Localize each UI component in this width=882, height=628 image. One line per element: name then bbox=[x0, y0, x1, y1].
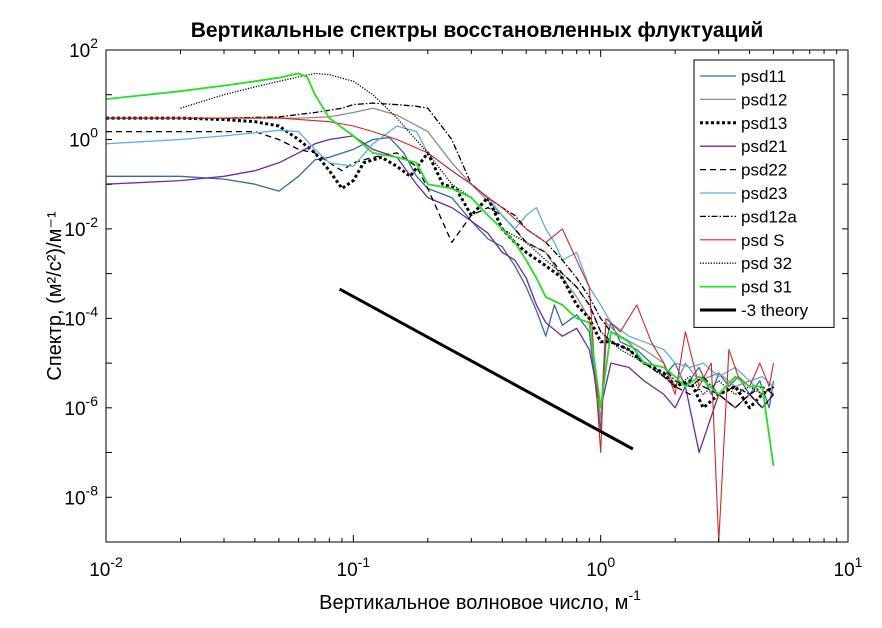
legend-label: psd23 bbox=[741, 184, 787, 203]
legend-label: psd 31 bbox=[741, 278, 792, 297]
legend-label: psd11 bbox=[741, 67, 786, 86]
y-tick-label: 10-2 bbox=[64, 214, 98, 241]
plot-frame bbox=[105, 49, 849, 543]
y-tick-label: 102 bbox=[69, 35, 98, 62]
series-line-psd-31 bbox=[105, 72, 775, 467]
x-axis-label: Вертикальное волновое число, м-1 bbox=[319, 587, 641, 614]
x-tick-label: 10-1 bbox=[337, 554, 371, 581]
y-tick-label: 10-6 bbox=[64, 393, 98, 420]
x-axis-label-exponent: -1 bbox=[628, 587, 641, 603]
legend-label: psd12a bbox=[741, 207, 797, 226]
legend-label: -3 theory bbox=[741, 301, 809, 320]
series-line-psd22 bbox=[106, 130, 774, 409]
legend-label: psd12 bbox=[741, 90, 787, 109]
legend-label: psd S bbox=[741, 231, 784, 250]
x-tick-label: 100 bbox=[586, 554, 615, 581]
legend-label: psd21 bbox=[741, 137, 787, 156]
y-tick-label: 100 bbox=[69, 124, 98, 151]
legend-label: psd13 bbox=[741, 114, 787, 133]
ticks-layer: 10-2 10-1 100 101 10-8 10-6 10-4 10-2 100 102 bbox=[64, 35, 862, 581]
series-line-psd-32 bbox=[180, 72, 774, 396]
legend: psd11 psd12 psd13 psd21 psd22 psd23 psd12a psd … bbox=[693, 59, 835, 328]
chart-title: Вертикальные спектры восстановленных флу… bbox=[191, 19, 764, 42]
legend-box bbox=[693, 59, 835, 328]
x-tick-label: 10-2 bbox=[89, 554, 123, 581]
series-line-3-theory bbox=[338, 287, 634, 451]
y-tick-label: 10-4 bbox=[64, 303, 98, 330]
series-layer bbox=[105, 72, 775, 543]
x-tick-label: 101 bbox=[834, 554, 863, 581]
series-line-psd23 bbox=[105, 125, 774, 387]
series-line-psd-s bbox=[106, 117, 775, 543]
y-tick-label: 10-8 bbox=[64, 482, 98, 509]
legend-label: psd 32 bbox=[741, 254, 792, 273]
legend-label: psd22 bbox=[741, 161, 787, 180]
y-axis-label: Спектр, (м²/с²)/м⁻¹ bbox=[44, 211, 66, 381]
